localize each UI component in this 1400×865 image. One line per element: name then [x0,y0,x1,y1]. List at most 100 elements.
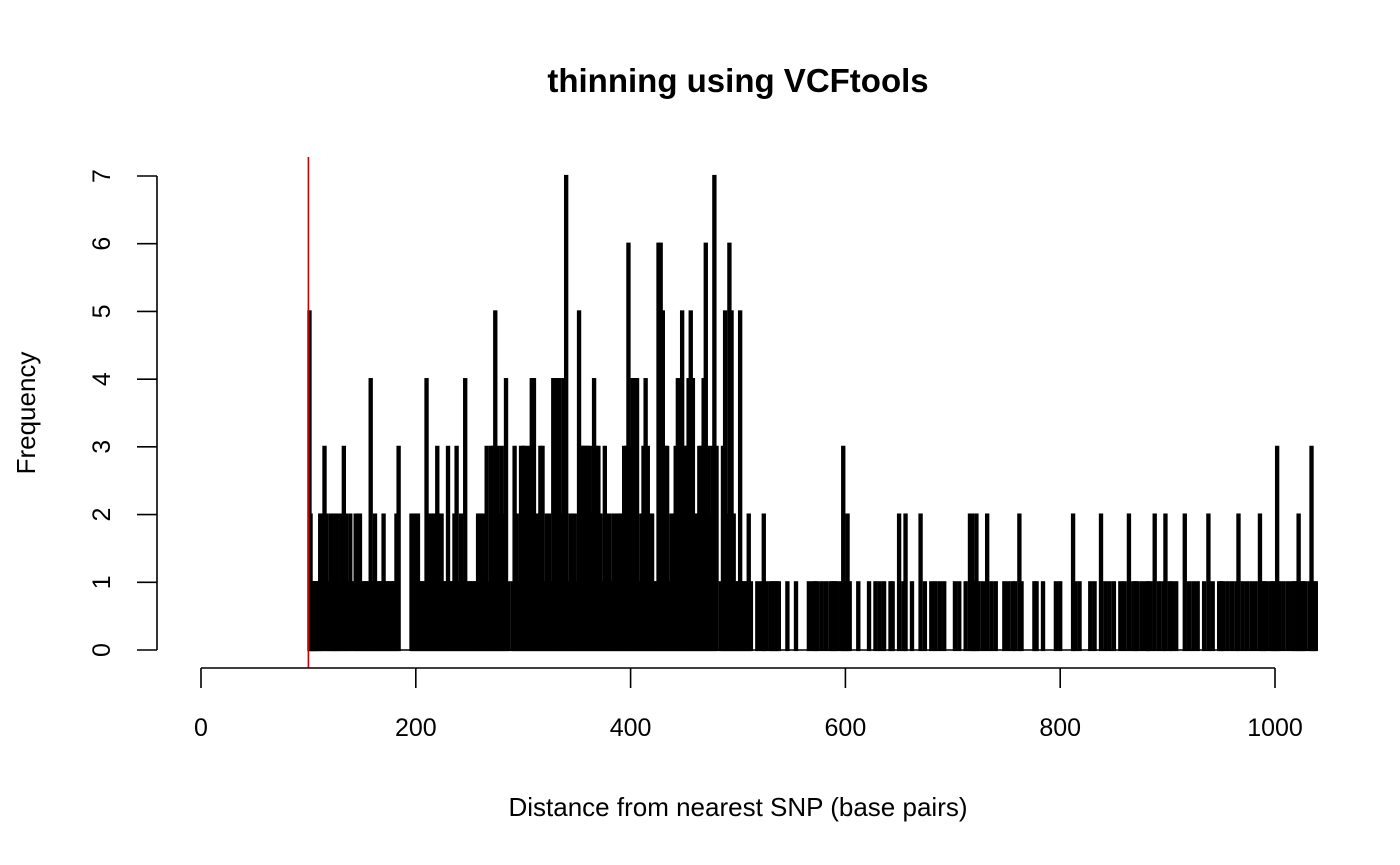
histogram-bar [1058,581,1063,652]
y-axis-label: Frequency [11,352,41,475]
bars-group [307,174,1318,652]
histogram-bar [1249,581,1254,652]
y-tick-label: 4 [88,372,116,386]
histogram-bar [1073,581,1078,652]
histogram-bar [957,581,962,652]
histogram-bar [748,581,754,652]
histogram-bar [909,581,915,652]
y-tick-label: 5 [88,304,116,318]
histogram-bar [877,581,882,652]
histogram-bar [847,581,852,652]
histogram-bar [1281,581,1286,652]
histogram-bar [1053,581,1059,652]
histogram-bar [1191,581,1196,652]
histogram-bar [942,581,947,652]
histogram-bar [823,581,829,652]
histogram-bar [989,581,994,652]
x-tick-label: 800 [1039,714,1081,742]
y-tick-label: 6 [88,237,116,251]
histogram-bar [937,581,943,652]
histogram-bar [1264,581,1269,652]
histogram-bar [1092,581,1097,652]
histogram-bar [1002,581,1007,652]
histogram-bar [834,581,839,652]
x-tick-label: 400 [610,714,652,742]
histogram-bar [1098,513,1104,652]
y-tick-label: 7 [88,169,116,183]
histogram-bar [1077,581,1082,652]
histogram-bar [348,513,353,652]
histogram-bar [714,445,719,652]
histogram-bar [1186,581,1192,652]
histogram-bar [1088,581,1093,652]
histogram-bar [993,581,998,652]
histogram-bar [1118,581,1123,652]
histogram-bar [1019,581,1024,652]
histogram-bar [1182,513,1187,652]
histogram-bar [903,513,908,652]
histogram-bar [1313,581,1318,652]
histogram-bar [856,581,861,652]
y-axis: 0 1 2 3 4 5 6 7 [88,169,158,657]
histogram-bar [1034,581,1039,652]
y-tick-label: 1 [88,575,116,589]
histogram-bar [1285,581,1291,652]
y-tick-label: 2 [88,508,116,522]
histogram-bar [890,581,895,652]
histogram-bar [815,581,820,652]
histogram-bar [881,581,887,652]
x-tick-label: 200 [395,714,437,742]
histogram-bar [1253,581,1258,652]
histogram-bar [984,513,990,652]
histogram-bar [1174,581,1179,652]
histogram-bar [1277,581,1282,652]
x-tick-label: 600 [825,714,867,742]
histogram-bar [1229,581,1235,652]
histogram-bar [896,513,902,652]
histogram-bar [755,581,760,652]
histogram-bar [922,581,928,652]
histogram-bar [1126,513,1132,652]
histogram-bar [952,581,958,652]
histogram-bar [1206,513,1211,652]
histogram-bar [1169,581,1175,652]
histogram-bar [1103,581,1108,652]
chart-title: thinning using VCFtools [547,62,928,99]
histogram-bar [933,581,938,652]
histogram-bar [396,445,401,652]
histogram-bar [1225,581,1230,652]
y-tick-label: 3 [88,440,116,454]
x-tick-label: 1000 [1247,714,1303,742]
x-axis-label: Distance from nearest SNP (base pairs) [508,792,967,822]
histogram-bar [1210,581,1215,652]
x-axis: 0 200 400 600 800 1000 [194,667,1303,742]
histogram-bar [776,581,781,652]
histogram-bar [1163,513,1168,652]
histogram-bar [1122,581,1127,652]
histogram-bar [1152,513,1157,652]
histogram-bar [1139,581,1144,652]
histogram-bar [980,581,986,652]
histogram-bar [1111,581,1117,652]
histogram-bar [976,581,981,652]
histogram-bar [1302,581,1308,652]
histogram-bar [866,581,872,652]
histogram-bar [1012,581,1018,652]
histogram-bar [793,581,799,652]
histogram-bar [918,513,923,652]
histogram-bar [929,581,934,652]
histogram-bar [1006,581,1011,652]
histogram-bar [819,581,824,652]
histogram-bar [505,581,511,652]
x-tick-label: 0 [194,714,208,742]
histogram-bar [1107,581,1112,652]
histogram-bar [1201,581,1207,652]
histogram-bar [1240,581,1245,652]
histogram-bar [1040,581,1046,652]
histogram-bar [963,581,968,652]
y-tick-label: 0 [88,643,116,657]
histogram-bar [1135,581,1140,652]
histogram-bar [1244,581,1250,652]
histogram-bar [1148,581,1153,652]
